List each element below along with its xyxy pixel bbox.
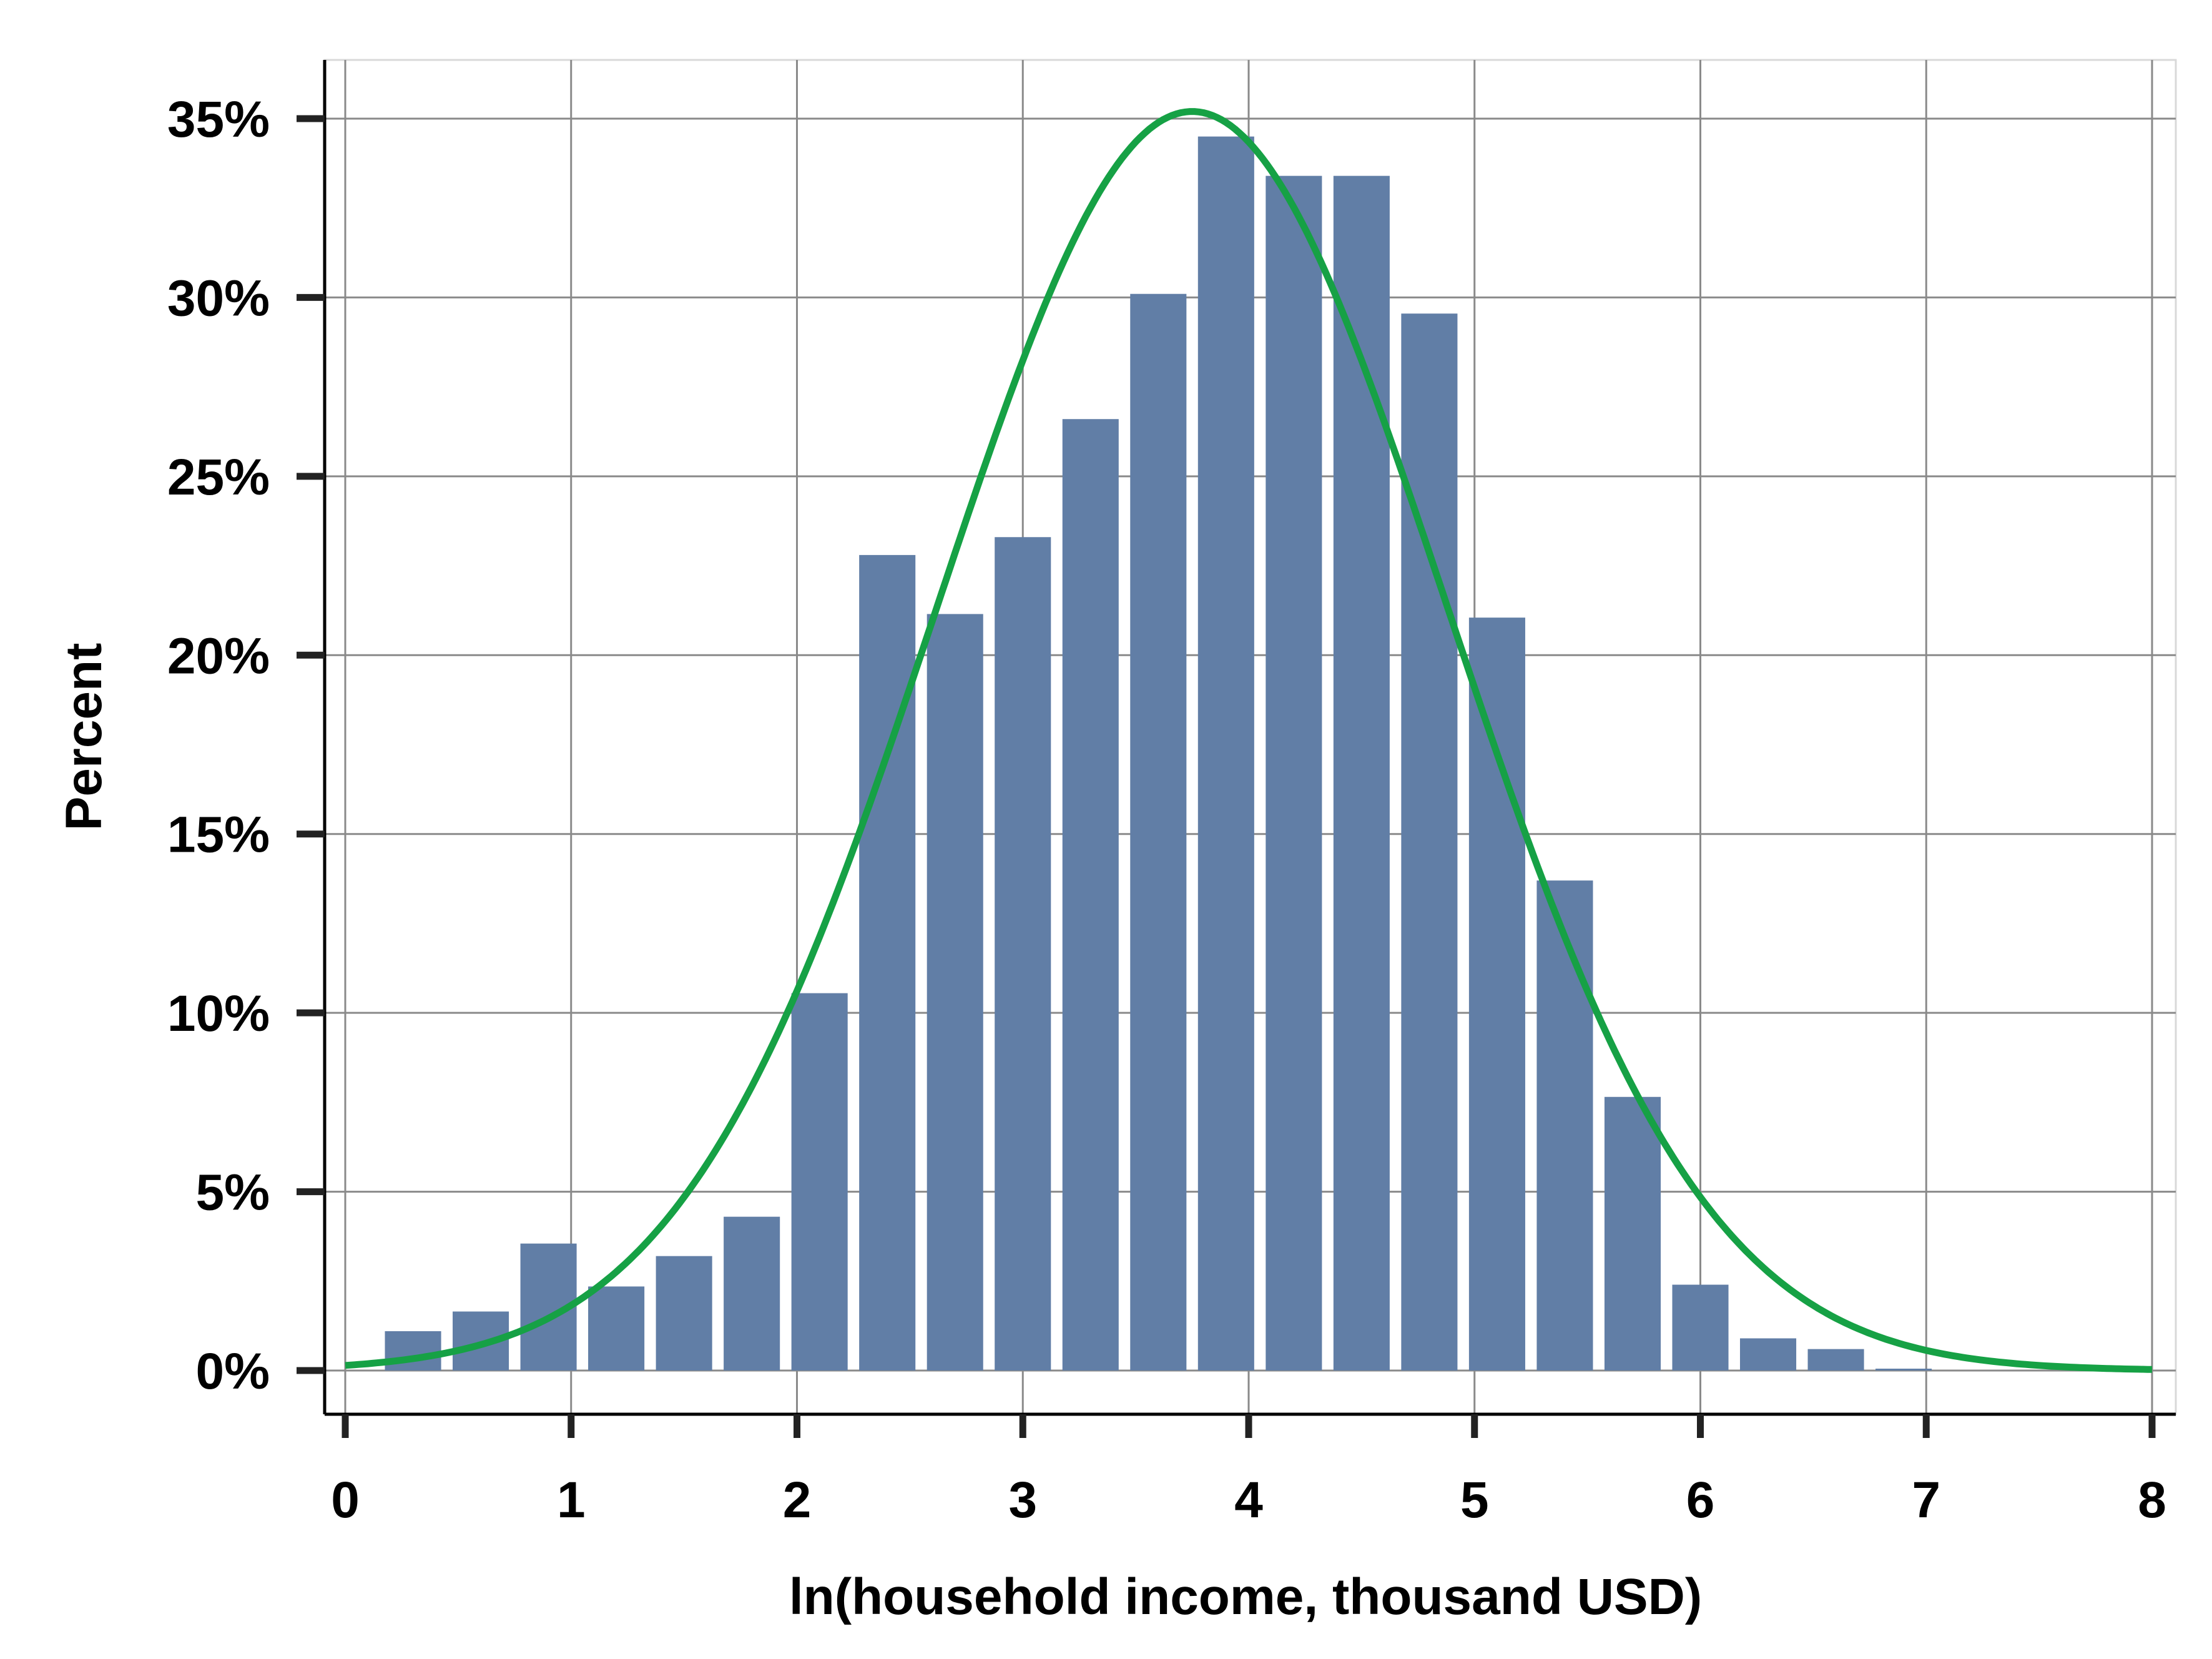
density-curve (345, 108, 2153, 1373)
histogram-bar-8 (927, 614, 983, 1371)
x-axis-title: ln(household income, thousand USD) (789, 1568, 1702, 1625)
histogram-bar-13 (1266, 175, 1322, 1371)
y-tick-label-0: 0% (195, 1343, 270, 1400)
x-tick-label-6: 6 (1686, 1472, 1715, 1529)
histogram-bar-17 (1536, 880, 1593, 1371)
histogram-bar-5 (724, 1216, 780, 1371)
y-tick-label-4: 20% (167, 628, 270, 684)
histogram-bar-15 (1401, 313, 1458, 1371)
y-axis-title: Percent (56, 643, 112, 831)
histogram-bar-16 (1468, 618, 1525, 1371)
histogram-bar-3 (588, 1286, 645, 1371)
histogram-bar-18 (1604, 1096, 1661, 1371)
histogram-bar-0 (385, 1331, 441, 1371)
histogram-bar-10 (1062, 419, 1119, 1371)
y-tick-label-6: 30% (167, 270, 270, 327)
histogram-bar-7 (859, 554, 916, 1371)
histogram-bar-4 (656, 1256, 712, 1371)
y-tick-label-5: 25% (167, 449, 270, 506)
y-axis-ticks: 0% 5% 10% 15% 20% 25% 30% 35% (167, 91, 325, 1400)
histogram-bar-14 (1333, 175, 1390, 1371)
y-tick-label-3: 15% (167, 807, 270, 864)
x-tick-label-7: 7 (1912, 1472, 1940, 1529)
histogram-bar-12 (1197, 136, 1254, 1371)
x-axis-ticks: 0 1 2 3 4 5 6 7 8 (331, 1414, 2166, 1529)
x-tick-label-2: 2 (783, 1472, 812, 1529)
y-tick-label-1: 5% (195, 1164, 270, 1221)
histogram-bar-6 (791, 993, 848, 1371)
histogram-bar-22 (1875, 1369, 1932, 1371)
histogram-bar-20 (1739, 1338, 1797, 1371)
x-tick-label-4: 4 (1234, 1472, 1263, 1529)
x-tick-label-5: 5 (1460, 1472, 1489, 1529)
x-tick-label-1: 1 (557, 1472, 586, 1529)
histogram-bar-11 (1130, 293, 1187, 1371)
histogram-bars (385, 136, 1932, 1371)
histogram-bar-19 (1672, 1284, 1729, 1371)
x-tick-label-8: 8 (2138, 1472, 2166, 1529)
y-tick-label-2: 10% (167, 985, 270, 1042)
density-curve-group (345, 108, 2153, 1373)
x-tick-label-3: 3 (1008, 1472, 1037, 1529)
y-tick-label-7: 35% (167, 91, 270, 148)
histogram-bar-21 (1807, 1349, 1864, 1371)
x-tick-label-0: 0 (331, 1472, 360, 1529)
histogram-bar-9 (995, 537, 1051, 1371)
